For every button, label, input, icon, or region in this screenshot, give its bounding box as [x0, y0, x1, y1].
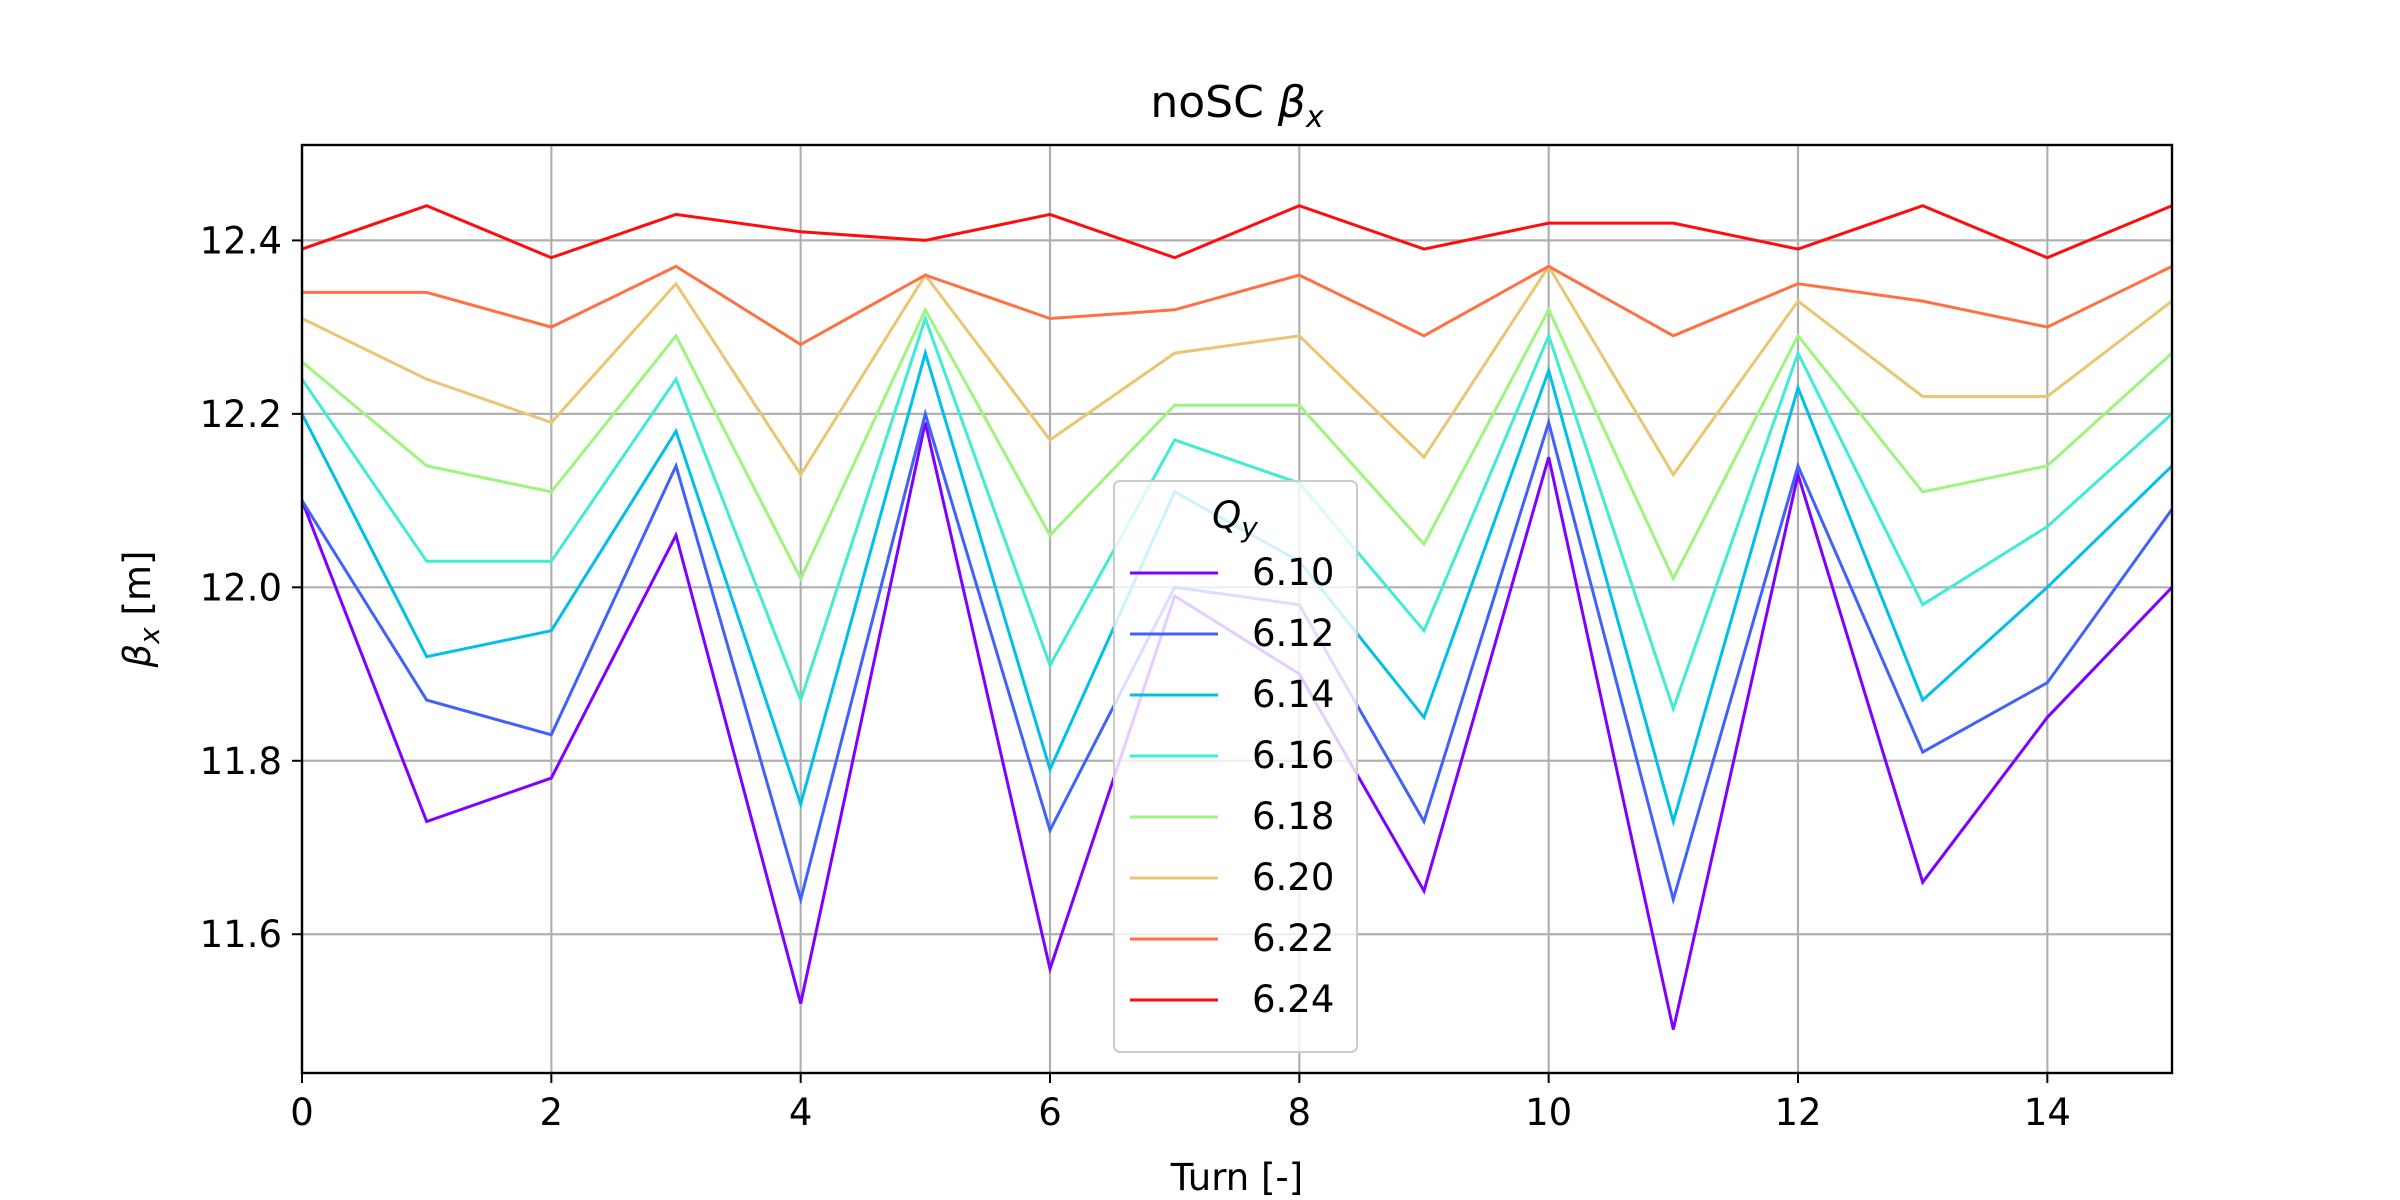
- series-line-6-24: [301, 204, 2173, 260]
- y-tick-label: 11.6: [200, 913, 282, 956]
- series-line-6-16: [300, 313, 2174, 714]
- chart-title: noSC βx: [1150, 77, 1324, 135]
- series-line-6-18: [301, 306, 2174, 583]
- x-tick-label: 0: [290, 1091, 314, 1134]
- legend-title-symbol: Q: [1212, 494, 1241, 537]
- legend-box: [1113, 480, 1358, 1053]
- y-axis-label: βx [m]: [116, 551, 166, 669]
- legend: Qy 6.10 6.12 6.14 6.16 6.18 6.20 6.22 6.24: [1113, 480, 1358, 1053]
- legend-label: 6.20: [1252, 856, 1334, 899]
- x-tick-label: 10: [1525, 1091, 1572, 1134]
- series-line-6-20: [301, 263, 2173, 478]
- y-axis-label-unit: [m]: [116, 551, 159, 616]
- x-tick-label: 14: [2024, 1091, 2071, 1134]
- y-axis-label-subscript: x: [133, 627, 166, 645]
- y-axis-label-space: [116, 615, 159, 627]
- x-tick-label: 4: [789, 1091, 813, 1134]
- x-axis-label: Turn [-]: [1170, 1156, 1303, 1199]
- x-tick-label: 8: [1288, 1091, 1312, 1134]
- y-tick-label: 12.0: [200, 566, 282, 609]
- y-tick-label: 12.2: [200, 393, 282, 436]
- legend-title-subscript: y: [1240, 511, 1258, 544]
- legend-label: 6.24: [1252, 978, 1334, 1021]
- y-tick-label: 12.4: [200, 219, 282, 262]
- legend-title: Qy: [1212, 494, 1258, 544]
- legend-label: 6.10: [1252, 551, 1334, 594]
- axes-frame: [300, 143, 2174, 1075]
- x-tick-label: 2: [540, 1091, 564, 1134]
- legend-label: 6.14: [1252, 673, 1334, 716]
- series-line-6-22: [302, 264, 2173, 347]
- y-axis-label-symbol: β: [116, 644, 159, 669]
- y-tick-label: 11.8: [200, 740, 282, 783]
- chart-title-symbol: β: [1277, 77, 1306, 128]
- chart-title-subscript: x: [1305, 100, 1324, 135]
- x-tick-label: 12: [1774, 1091, 1821, 1134]
- legend-label: 6.18: [1252, 795, 1334, 838]
- legend-label: 6.22: [1252, 917, 1334, 960]
- legend-label: 6.16: [1252, 734, 1334, 777]
- x-tick-label: 6: [1038, 1091, 1062, 1134]
- legend-label: 6.12: [1252, 612, 1334, 655]
- legend-entries: 6.10 6.12 6.14 6.16 6.18 6.20 6.22 6.24: [1130, 551, 1334, 1021]
- chart-title-prefix: noSC: [1150, 77, 1263, 128]
- ticks: 0 2 4 6 8 10 12 14 11.6 11.8 12.0 12.2 12.4: [200, 219, 2071, 1134]
